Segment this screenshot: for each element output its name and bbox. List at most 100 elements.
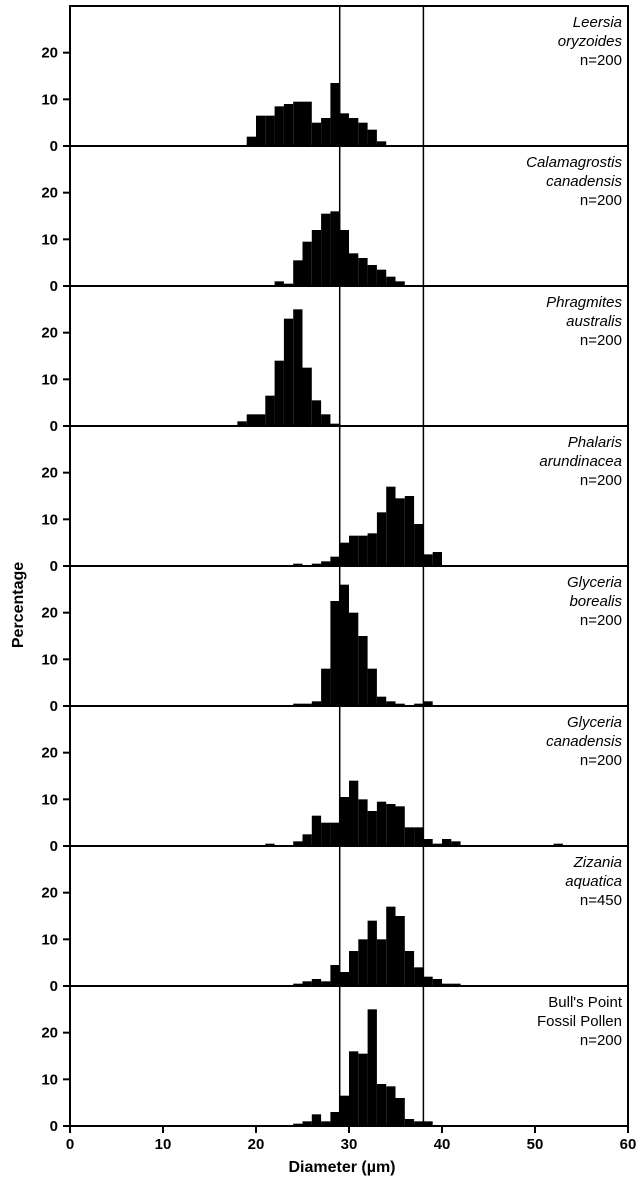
histogram-bar [395,703,405,706]
y-tick-label: 10 [41,511,58,528]
histogram-bar [256,414,266,426]
histogram-bar [265,843,275,846]
histogram-bar [367,920,377,986]
histogram-bar [376,141,387,146]
y-tick-label: 20 [41,885,58,902]
histogram-bar [321,981,331,986]
y-tick-label: 20 [41,745,58,762]
x-tick-label: 20 [248,1136,265,1153]
histogram-bar [311,815,322,846]
histogram-bar [349,118,359,146]
y-tick-label: 20 [41,45,58,62]
histogram-bar [265,115,275,146]
histogram-bar [423,701,433,706]
y-axis-title: Percentage [10,562,27,648]
histogram-bar [376,512,387,566]
histogram-bar [386,701,396,706]
histogram-bar [349,1051,359,1126]
histogram-bar [442,839,452,846]
histogram-bar [404,1119,415,1126]
histogram-bar [339,113,349,146]
histogram-bar [293,703,303,706]
y-tick-label: 20 [41,465,58,482]
histogram-bar [404,827,415,846]
histogram-bar [339,230,349,286]
panel-label: australis [566,313,622,330]
histogram-bar [274,106,284,146]
histogram-bar [293,1123,303,1126]
histogram-bar [367,265,377,286]
histogram-bar [302,101,312,146]
histogram-bar [395,806,405,846]
histogram-bar [414,703,424,706]
y-tick-label: 0 [50,698,58,715]
panel-8: 0 10 20 Bull's Point Fossil Pollen n=200 [41,994,628,1135]
histogram-bar [339,797,349,846]
y-tick-label: 0 [50,1118,58,1135]
histogram-bar [246,136,256,146]
histogram-bar [395,281,405,286]
histogram-bar [414,967,424,986]
histogram-bar [311,230,322,286]
histogram-bar [293,983,303,986]
histogram-bar [330,822,340,846]
histogram-bar [293,309,303,426]
histogram-bar [386,276,396,286]
panel-label: Phalaris [568,434,623,451]
histogram-bar [367,668,377,706]
histogram-bar [321,1121,331,1126]
y-tick-label: 10 [41,1071,58,1088]
histogram-bar [376,269,387,286]
histogram-bar [367,1009,377,1126]
histogram-bar [386,906,396,986]
histogram-bar [293,841,303,846]
histogram-bar [423,554,433,566]
panel-label: canadensis [546,173,622,190]
histogram-bar [395,1098,405,1126]
panel-7: 0 10 20 Zizania aquatica n=450 [41,854,628,995]
histogram-bar [349,535,359,566]
histogram-bar [293,101,303,146]
histogram-bar [321,561,331,566]
panel-label: oryzoides [558,33,623,50]
histogram-bar [321,414,331,426]
histogram-bar [330,423,340,426]
histogram-bar [293,563,303,566]
histogram-bar [386,1086,396,1126]
histogram-bar [358,122,368,146]
y-tick-label: 10 [41,231,58,248]
panel-n-label: n=200 [580,1032,622,1049]
histogram-bar [432,552,442,566]
y-tick-label: 0 [50,418,58,435]
histogram-bar [321,668,331,706]
histogram-bar [339,584,349,706]
panel-label: aquatica [565,873,622,890]
histogram-bar [414,524,424,566]
histogram-bar [283,104,294,146]
histogram-bar [451,983,461,986]
histogram-bar [386,486,396,566]
histogram-bar [414,1121,424,1126]
y-tick-label: 10 [41,791,58,808]
histogram-bar [283,283,294,286]
histogram-bar [432,843,442,846]
histogram-bar [311,400,322,426]
histogram-bar [256,115,266,146]
y-tick-label: 20 [41,605,58,622]
histogram-bar [330,601,340,706]
panel-n-label: n=200 [580,752,622,769]
histogram-bar [311,701,322,706]
histogram-bar [358,939,368,986]
histogram-bar [358,799,368,846]
histogram-bar [311,563,322,566]
x-tick-label: 60 [620,1136,637,1153]
histogram-bar [404,951,415,986]
x-axis: 0 10 20 30 40 50 60 [66,1126,637,1153]
panel-2: 0 10 20 Calamagrostis canadensis n=200 [41,154,628,295]
y-tick-label: 0 [50,838,58,855]
histogram-bar [283,318,294,426]
panel-label: Bull's Point [548,994,623,1011]
histogram-bar [321,213,331,286]
histogram-bar [376,801,387,846]
histogram-bar [330,556,340,566]
